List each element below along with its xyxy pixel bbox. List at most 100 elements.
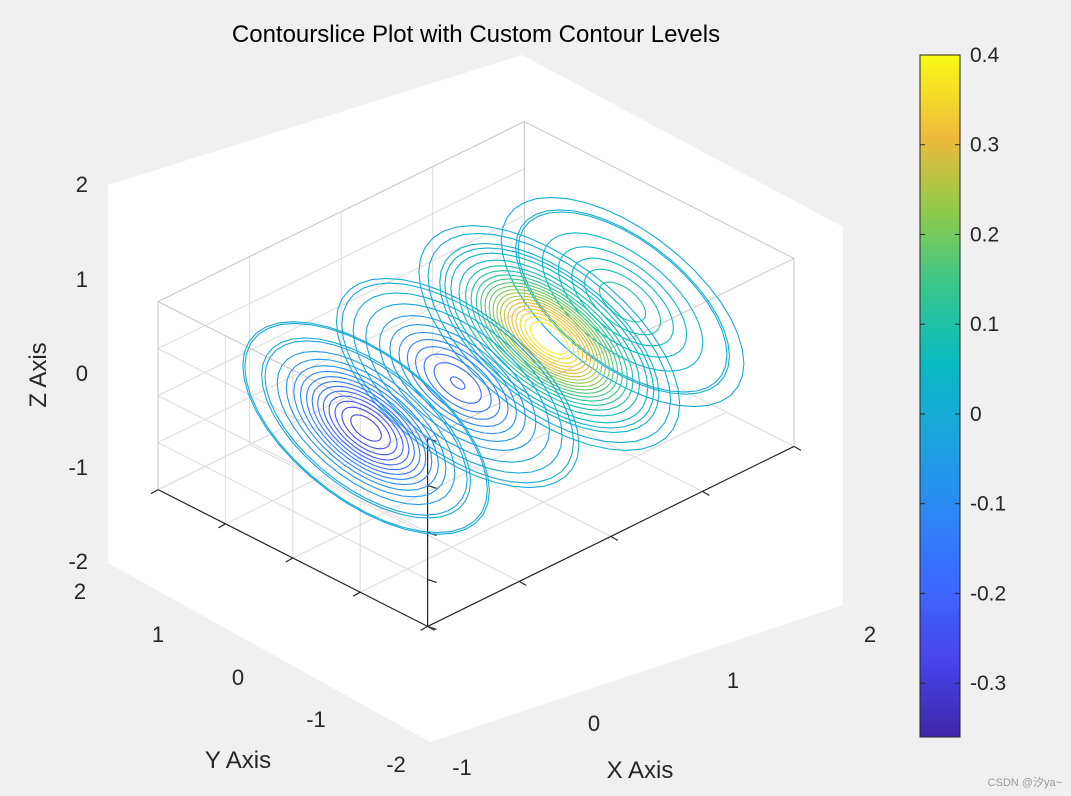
contour-line	[511, 305, 588, 371]
y-axis-label: Y Axis	[205, 747, 271, 774]
grid-line	[157, 348, 428, 486]
z-tick-label: -1	[68, 455, 88, 480]
y-tick	[150, 489, 159, 495]
plot-background-wall	[108, 55, 843, 742]
colorbar-tick-label: 0.3	[970, 134, 999, 157]
contour-line	[500, 196, 745, 408]
contour-line	[444, 247, 655, 429]
contour-line	[261, 337, 472, 519]
contour-line	[350, 414, 382, 442]
grid-line	[292, 377, 660, 559]
contour-line	[475, 274, 623, 402]
contour-line	[293, 365, 439, 491]
contour-slice	[335, 277, 580, 489]
contour-line	[470, 270, 628, 406]
contour-line	[423, 353, 492, 413]
contour-line	[464, 265, 634, 411]
contour-line	[242, 321, 490, 535]
z-tick-label: -2	[68, 549, 88, 574]
contour-line	[276, 350, 456, 506]
contour-line	[341, 282, 575, 484]
contour-line	[515, 308, 584, 368]
contour-line	[378, 315, 537, 451]
x-tick	[427, 625, 435, 631]
y-tick-label: 1	[152, 622, 164, 647]
contour-slices	[242, 196, 745, 535]
z-tick-label: 2	[76, 172, 88, 197]
box-edge	[524, 121, 795, 259]
z-axis-label: Z Axis	[25, 342, 52, 407]
chart-title: Contourslice Plot with Custom Contour Le…	[232, 21, 720, 48]
contour-line	[317, 385, 415, 471]
x-tick-label: -1	[452, 755, 472, 780]
x-tick-label: 0	[588, 711, 600, 736]
contour-line	[389, 324, 526, 442]
colorbar-gradient	[919, 54, 961, 738]
watermark: CSDN @汐ya~	[988, 775, 1062, 789]
contour-line	[458, 259, 641, 417]
colorbar-tick-label: -0.3	[970, 672, 1006, 695]
grid-line	[157, 168, 525, 350]
contour-line	[335, 277, 580, 489]
contour-line	[517, 211, 728, 393]
contour-line	[328, 395, 404, 461]
grid-line	[157, 215, 525, 397]
z-tick	[427, 484, 437, 489]
colorbar-tick-label: -0.2	[970, 582, 1006, 605]
y-tick	[352, 591, 361, 597]
colorbar: 0.4 0.3 0.2 0.1 0 -0.1 -0.2 -0.3	[919, 44, 1006, 738]
x-axis: -1 0 1 2 X Axis	[452, 622, 876, 784]
y-tick-label: 2	[74, 579, 86, 604]
y-axis: 2 1 0 -1 -2 Y Axis	[74, 579, 406, 777]
grid-line	[157, 309, 525, 491]
contour-line	[484, 282, 615, 394]
x-tick	[518, 580, 527, 586]
contour-line	[285, 358, 447, 498]
colorbar-tick-label: 0.2	[970, 223, 999, 246]
colorbar-tick-label: 0	[970, 403, 982, 426]
contour-line	[334, 400, 398, 456]
contour-line	[488, 285, 611, 391]
contour-line	[433, 362, 482, 404]
contour-line	[439, 242, 660, 434]
z-tick-label: 0	[76, 361, 88, 386]
x-axis-label: X Axis	[607, 757, 674, 784]
colorbar-tick-label: 0.4	[970, 44, 1000, 67]
y-tick	[218, 523, 226, 529]
grid-line	[524, 309, 795, 447]
x-tick	[610, 535, 619, 541]
y-tick	[420, 625, 428, 631]
contour-line	[427, 232, 672, 444]
y-tick-label: -2	[386, 752, 406, 777]
contour-line	[305, 376, 427, 480]
contour-line	[414, 346, 501, 420]
x-tick	[793, 445, 802, 451]
colorbar-tick-label: -0.1	[970, 493, 1006, 516]
contour-line	[299, 370, 433, 486]
contour-line	[519, 312, 579, 364]
contour-line	[450, 252, 649, 424]
contour-line	[507, 301, 592, 375]
y-tick-label: -1	[306, 707, 326, 732]
contour-line	[244, 322, 488, 534]
contour-line	[418, 225, 681, 451]
contour-line	[524, 316, 575, 360]
grid-line	[157, 395, 428, 533]
contour-line	[398, 331, 517, 435]
z-tick	[427, 578, 437, 583]
contour-line	[496, 292, 603, 384]
z-tick-label: 1	[76, 267, 88, 292]
contour-line	[264, 340, 468, 516]
contour-line	[529, 321, 569, 355]
box-edge	[157, 121, 525, 303]
x-tick-label: 2	[864, 622, 876, 647]
contour-line	[322, 390, 410, 466]
x-tick-label: 1	[727, 668, 739, 693]
contour-line	[499, 295, 599, 381]
contour-line	[365, 303, 551, 463]
contour-line	[449, 376, 466, 390]
contour-line	[406, 339, 509, 427]
x-tick	[702, 490, 710, 496]
contour-line	[352, 292, 563, 474]
contour-line	[341, 406, 391, 450]
